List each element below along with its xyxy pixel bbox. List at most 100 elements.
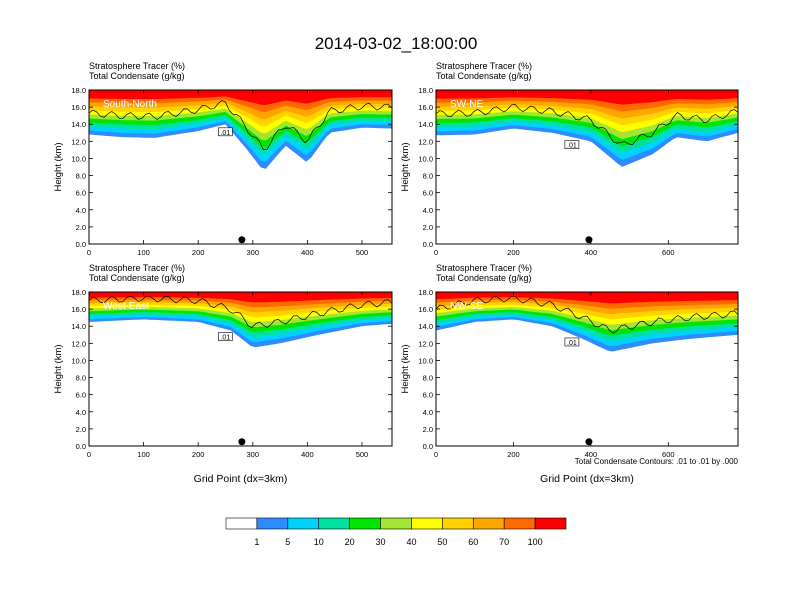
y-tick-label: 8.0 (423, 374, 433, 383)
contour-label: .01 (567, 143, 577, 150)
x-tick-label: 0 (434, 248, 438, 257)
panel-3: Stratosphere Tracer (%)Total Condensate … (53, 263, 393, 485)
contour-label-box (564, 140, 580, 149)
y-tick-label: 10.0 (71, 154, 86, 163)
location-marker (238, 438, 246, 446)
plot-frame (88, 291, 393, 447)
x-axis-label: Grid Point (dx=3km) (540, 473, 634, 485)
y-axis-label: Height (km) (400, 142, 411, 191)
contour-label: .01 (220, 335, 230, 342)
y-tick-label: 14.0 (71, 120, 86, 129)
colorbar-label: 40 (406, 537, 416, 547)
condensate-contour (436, 104, 738, 146)
colorbar-label: 50 (437, 537, 447, 547)
y-tick-label: 16.0 (418, 305, 433, 314)
y-tick-label: 16.0 (71, 103, 86, 112)
y-tick-label: 2.0 (76, 425, 86, 434)
colorbar-swatch (287, 517, 320, 530)
location-marker (585, 438, 593, 446)
y-tick-label: 2.0 (423, 425, 433, 434)
x-tick-label: 600 (662, 450, 675, 459)
colorbar-label: 20 (345, 537, 355, 547)
y-tick-label: 4.0 (76, 408, 86, 417)
y-tick-label: 12.0 (418, 137, 433, 146)
y-tick-label: 18.0 (71, 288, 86, 297)
panel-2: Stratosphere Tracer (%)Total Condensate … (400, 61, 739, 257)
y-tick-label: 4.0 (423, 206, 433, 215)
colorbar-swatch (534, 517, 567, 530)
y-tick-label: 2.0 (76, 223, 86, 232)
y-tick-label: 10.0 (418, 356, 433, 365)
tracer-band (89, 90, 392, 105)
colorbar-swatch (503, 517, 536, 530)
y-tick-label: 6.0 (423, 391, 433, 400)
colorbar-label: 10 (314, 537, 324, 547)
colorbar-label: 30 (376, 537, 386, 547)
y-tick-label: 0.0 (423, 442, 433, 451)
colorbar-swatch (318, 517, 350, 530)
y-tick-label: 18.0 (418, 288, 433, 297)
tracer-field (89, 90, 392, 169)
plot-frame (435, 291, 739, 447)
y-tick-label: 18.0 (71, 86, 86, 95)
y-tick-label: 12.0 (71, 339, 86, 348)
colorbar-label: 1 (254, 537, 259, 547)
colorbar: 1 5 10 20 30 40 50 60 70 100 (225, 517, 567, 547)
x-tick-label: 500 (356, 248, 369, 257)
y-tick-label: 2.0 (423, 223, 433, 232)
y-tick-label: 8.0 (76, 172, 86, 181)
colorbar-swatch (472, 517, 505, 530)
contour-label-box (564, 337, 580, 347)
colorbar-swatch (256, 517, 289, 530)
x-tick-label: 500 (356, 450, 369, 459)
y-tick-label: 8.0 (423, 172, 433, 181)
x-tick-label: 600 (662, 248, 675, 257)
condensate-contour (89, 295, 392, 329)
colorbar-label: 5 (285, 537, 290, 547)
y-tick-label: 4.0 (76, 206, 86, 215)
x-tick-label: 400 (585, 248, 598, 257)
panel-label: SW-NE (450, 99, 483, 110)
condensate-contour (436, 295, 738, 334)
x-axis-label: Grid Point (dx=3km) (194, 473, 288, 485)
x-tick-label: 200 (192, 248, 205, 257)
panel-line1: Stratosphere Tracer (%) (436, 61, 532, 71)
panel-label: NW-SE (450, 301, 483, 312)
y-tick-label: 4.0 (423, 408, 433, 417)
panel-label: West-East (103, 301, 149, 312)
x-tick-label: 400 (301, 450, 314, 459)
y-tick-label: 12.0 (418, 339, 433, 348)
y-tick-label: 0.0 (423, 240, 433, 249)
x-tick-label: 200 (507, 248, 520, 257)
location-marker (585, 236, 593, 244)
colorbar-swatch (442, 517, 474, 530)
x-tick-label: 0 (87, 450, 91, 459)
colorbar-label: 60 (468, 537, 478, 547)
panel-4: Stratosphere Tracer (%)Total Condensate … (400, 263, 739, 485)
panel-line2: Total Condensate (g/kg) (89, 273, 185, 283)
contour-label: .01 (220, 130, 230, 137)
y-tick-label: 8.0 (76, 374, 86, 383)
y-axis-label: Height (km) (53, 344, 64, 393)
colorbar-swatch (349, 517, 381, 530)
panel-line2: Total Condensate (g/kg) (436, 273, 532, 283)
x-tick-label: 400 (301, 248, 314, 257)
tracer-field (436, 90, 738, 167)
contour-label-box (218, 127, 233, 137)
panel-line1: Stratosphere Tracer (%) (89, 61, 185, 71)
condensate-contour (89, 99, 392, 150)
panels: Stratosphere Tracer (%)Total Condensate … (53, 61, 739, 485)
y-tick-label: 0.0 (76, 442, 86, 451)
x-tick-label: 300 (247, 248, 260, 257)
tracer-field (436, 292, 738, 352)
x-tick-label: 0 (434, 450, 438, 459)
plot-frame (88, 89, 393, 245)
colorbar-label: 100 (528, 537, 543, 547)
x-tick-label: 300 (247, 450, 260, 459)
panel-line1: Stratosphere Tracer (%) (436, 263, 532, 273)
x-tick-label: 400 (585, 450, 598, 459)
panel-line2: Total Condensate (g/kg) (89, 71, 185, 81)
colorbar-label: 70 (499, 537, 509, 547)
panel-line1: Stratosphere Tracer (%) (89, 263, 185, 273)
